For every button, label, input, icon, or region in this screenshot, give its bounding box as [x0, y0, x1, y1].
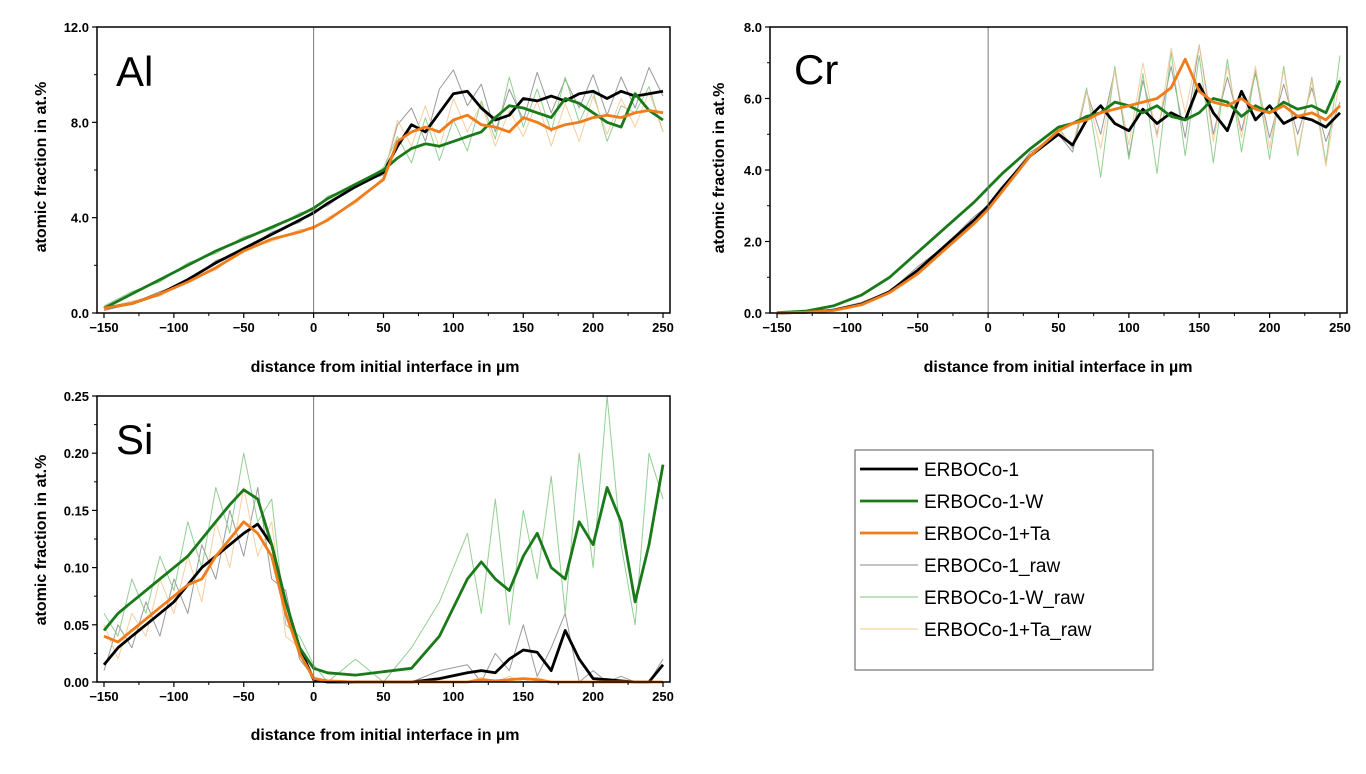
cr-x-tick-label: 100 [1118, 320, 1140, 335]
cr-x-tick-label: 150 [1188, 320, 1210, 335]
si-x-tick-label: 50 [376, 689, 390, 704]
cr-y-axis-title: atomic fraction in at.% [711, 83, 728, 254]
al-y-tick-label: 8.0 [71, 115, 89, 130]
al-series-erboco-1-w-raw [103, 76, 664, 307]
si-x-tick-label: 150 [512, 689, 534, 704]
si-series-layer [102, 395, 665, 684]
al-series-erboco-1 [103, 89, 664, 310]
si-series-erboco-1 [102, 522, 665, 684]
cr-x-tick-label: 50 [1051, 320, 1065, 335]
si-y-tick-label: 0.05 [64, 618, 89, 633]
si-y-tick-label: 0.25 [64, 389, 89, 404]
cr-series-erboco-1 [776, 82, 1341, 315]
si-x-axis-title: distance from initial interface in µm [251, 727, 520, 744]
panel-al: −150 −100 −50 0 50 100 150 200 250 0.0 4.0 8.0 12.0… [33, 20, 674, 376]
cr-series-erboco-1-raw [776, 44, 1341, 314]
al-series-erboco-1-ta-raw [103, 90, 664, 309]
legend-label: ERBOCo-1-W [924, 492, 1043, 513]
si-y-axis: 0.00 0.05 0.10 0.15 0.20 0.25 [64, 389, 97, 690]
si-plot-frame [96, 395, 671, 683]
cr-x-axis: −150 −100 −50 0 50 100 150 200 250 [762, 313, 1351, 335]
si-series-erboco-1-w [102, 464, 665, 677]
panel-cr: −150 −100 −50 0 50 100 150 200 250 0.0 2.0 4.0 6.0 8… [711, 20, 1351, 376]
cr-y-tick-label: 0.0 [744, 306, 762, 321]
legend: ERBOCo-1 ERBOCo-1-W ERBOCo-1+Ta ERBOCo-1_ra… [854, 449, 1154, 671]
legend-label: ERBOCo-1_raw [924, 556, 1060, 577]
al-y-axis-title: atomic fraction in at.% [33, 82, 50, 253]
si-y-tick-label: 0.20 [64, 446, 89, 461]
cr-y-tick-label: 2.0 [744, 235, 762, 250]
si-y-tick-label: 0.15 [64, 503, 89, 518]
cr-series-erboco-1-ta [776, 57, 1341, 315]
al-x-tick-label: 100 [443, 320, 465, 335]
al-x-tick-label: 0 [310, 320, 317, 335]
legend-label: ERBOCo-1+Ta [924, 524, 1051, 545]
cr-x-tick-label: −50 [907, 320, 929, 335]
cr-series-erboco-1-w-raw [776, 51, 1341, 314]
si-y-tick-label: 0.10 [64, 561, 89, 576]
cr-y-tick-label: 6.0 [744, 92, 762, 107]
si-x-tick-label: 250 [652, 689, 674, 704]
al-x-tick-label: 250 [652, 320, 674, 335]
cr-x-tick-label: 250 [1329, 320, 1351, 335]
al-x-tick-label: 150 [512, 320, 534, 335]
cr-series-erboco-1-ta-raw [776, 44, 1341, 314]
cr-x-tick-label: 200 [1259, 320, 1281, 335]
al-x-axis-title: distance from initial interface in µm [251, 359, 520, 376]
si-x-tick-label: −50 [233, 689, 255, 704]
cr-panel-title: Cr [794, 46, 838, 93]
cr-y-tick-label: 8.0 [744, 20, 762, 35]
cr-series-layer [776, 44, 1342, 315]
al-panel-title: Al [116, 48, 153, 95]
cr-x-axis-title: distance from initial interface in µm [924, 359, 1193, 376]
legend-label: ERBOCo-1 [924, 460, 1019, 481]
al-y-tick-label: 0.0 [71, 306, 89, 321]
al-y-axis: 0.0 4.0 8.0 12.0 [64, 20, 97, 321]
si-series-erboco-1-w-raw [103, 395, 664, 683]
cr-y-tick-label: 4.0 [744, 163, 762, 178]
cr-series-erboco-1-w [776, 80, 1342, 314]
si-x-tick-label: 0 [310, 689, 317, 704]
si-x-axis: −150 −100 −50 0 50 100 150 200 250 [89, 682, 674, 704]
al-x-tick-label: 200 [582, 320, 604, 335]
al-x-tick-label: −150 [89, 320, 118, 335]
si-x-tick-label: 200 [582, 689, 604, 704]
cr-x-tick-label: 0 [985, 320, 992, 335]
si-y-tick-label: 0.00 [64, 675, 89, 690]
al-y-tick-label: 4.0 [71, 211, 89, 226]
al-x-tick-label: −50 [233, 320, 255, 335]
al-x-tick-label: 50 [376, 320, 390, 335]
al-series-erboco-1-w [103, 92, 664, 310]
legend-label: ERBOCo-1+Ta_raw [924, 620, 1092, 641]
panel-si: −150 −100 −50 0 50 100 150 200 250 0.000.050.100… [33, 389, 674, 744]
al-x-axis: −150 −100 −50 0 50 100 150 200 250 [89, 313, 674, 335]
si-x-tick-label: −100 [159, 689, 188, 704]
legend-box [854, 449, 1154, 671]
si-x-tick-label: −150 [89, 689, 118, 704]
cr-x-tick-label: −150 [762, 320, 791, 335]
si-panel-title: Si [116, 416, 153, 463]
al-x-tick-label: −100 [159, 320, 188, 335]
cr-plot-frame [769, 26, 1348, 314]
al-series-layer [103, 67, 664, 312]
cr-x-tick-label: −100 [833, 320, 862, 335]
si-x-tick-label: 100 [443, 689, 465, 704]
legend-entries: ERBOCo-1 ERBOCo-1-W ERBOCo-1+Ta ERBOCo-1_ra… [860, 460, 1092, 641]
al-series-erboco-1-ta [103, 109, 664, 310]
si-y-axis-title: atomic fraction in at.% [33, 455, 50, 626]
al-y-tick-label: 12.0 [64, 20, 89, 35]
legend-label: ERBOCo-1-W_raw [924, 588, 1085, 609]
cr-y-axis: 0.0 2.0 4.0 6.0 8.0 [744, 20, 770, 321]
